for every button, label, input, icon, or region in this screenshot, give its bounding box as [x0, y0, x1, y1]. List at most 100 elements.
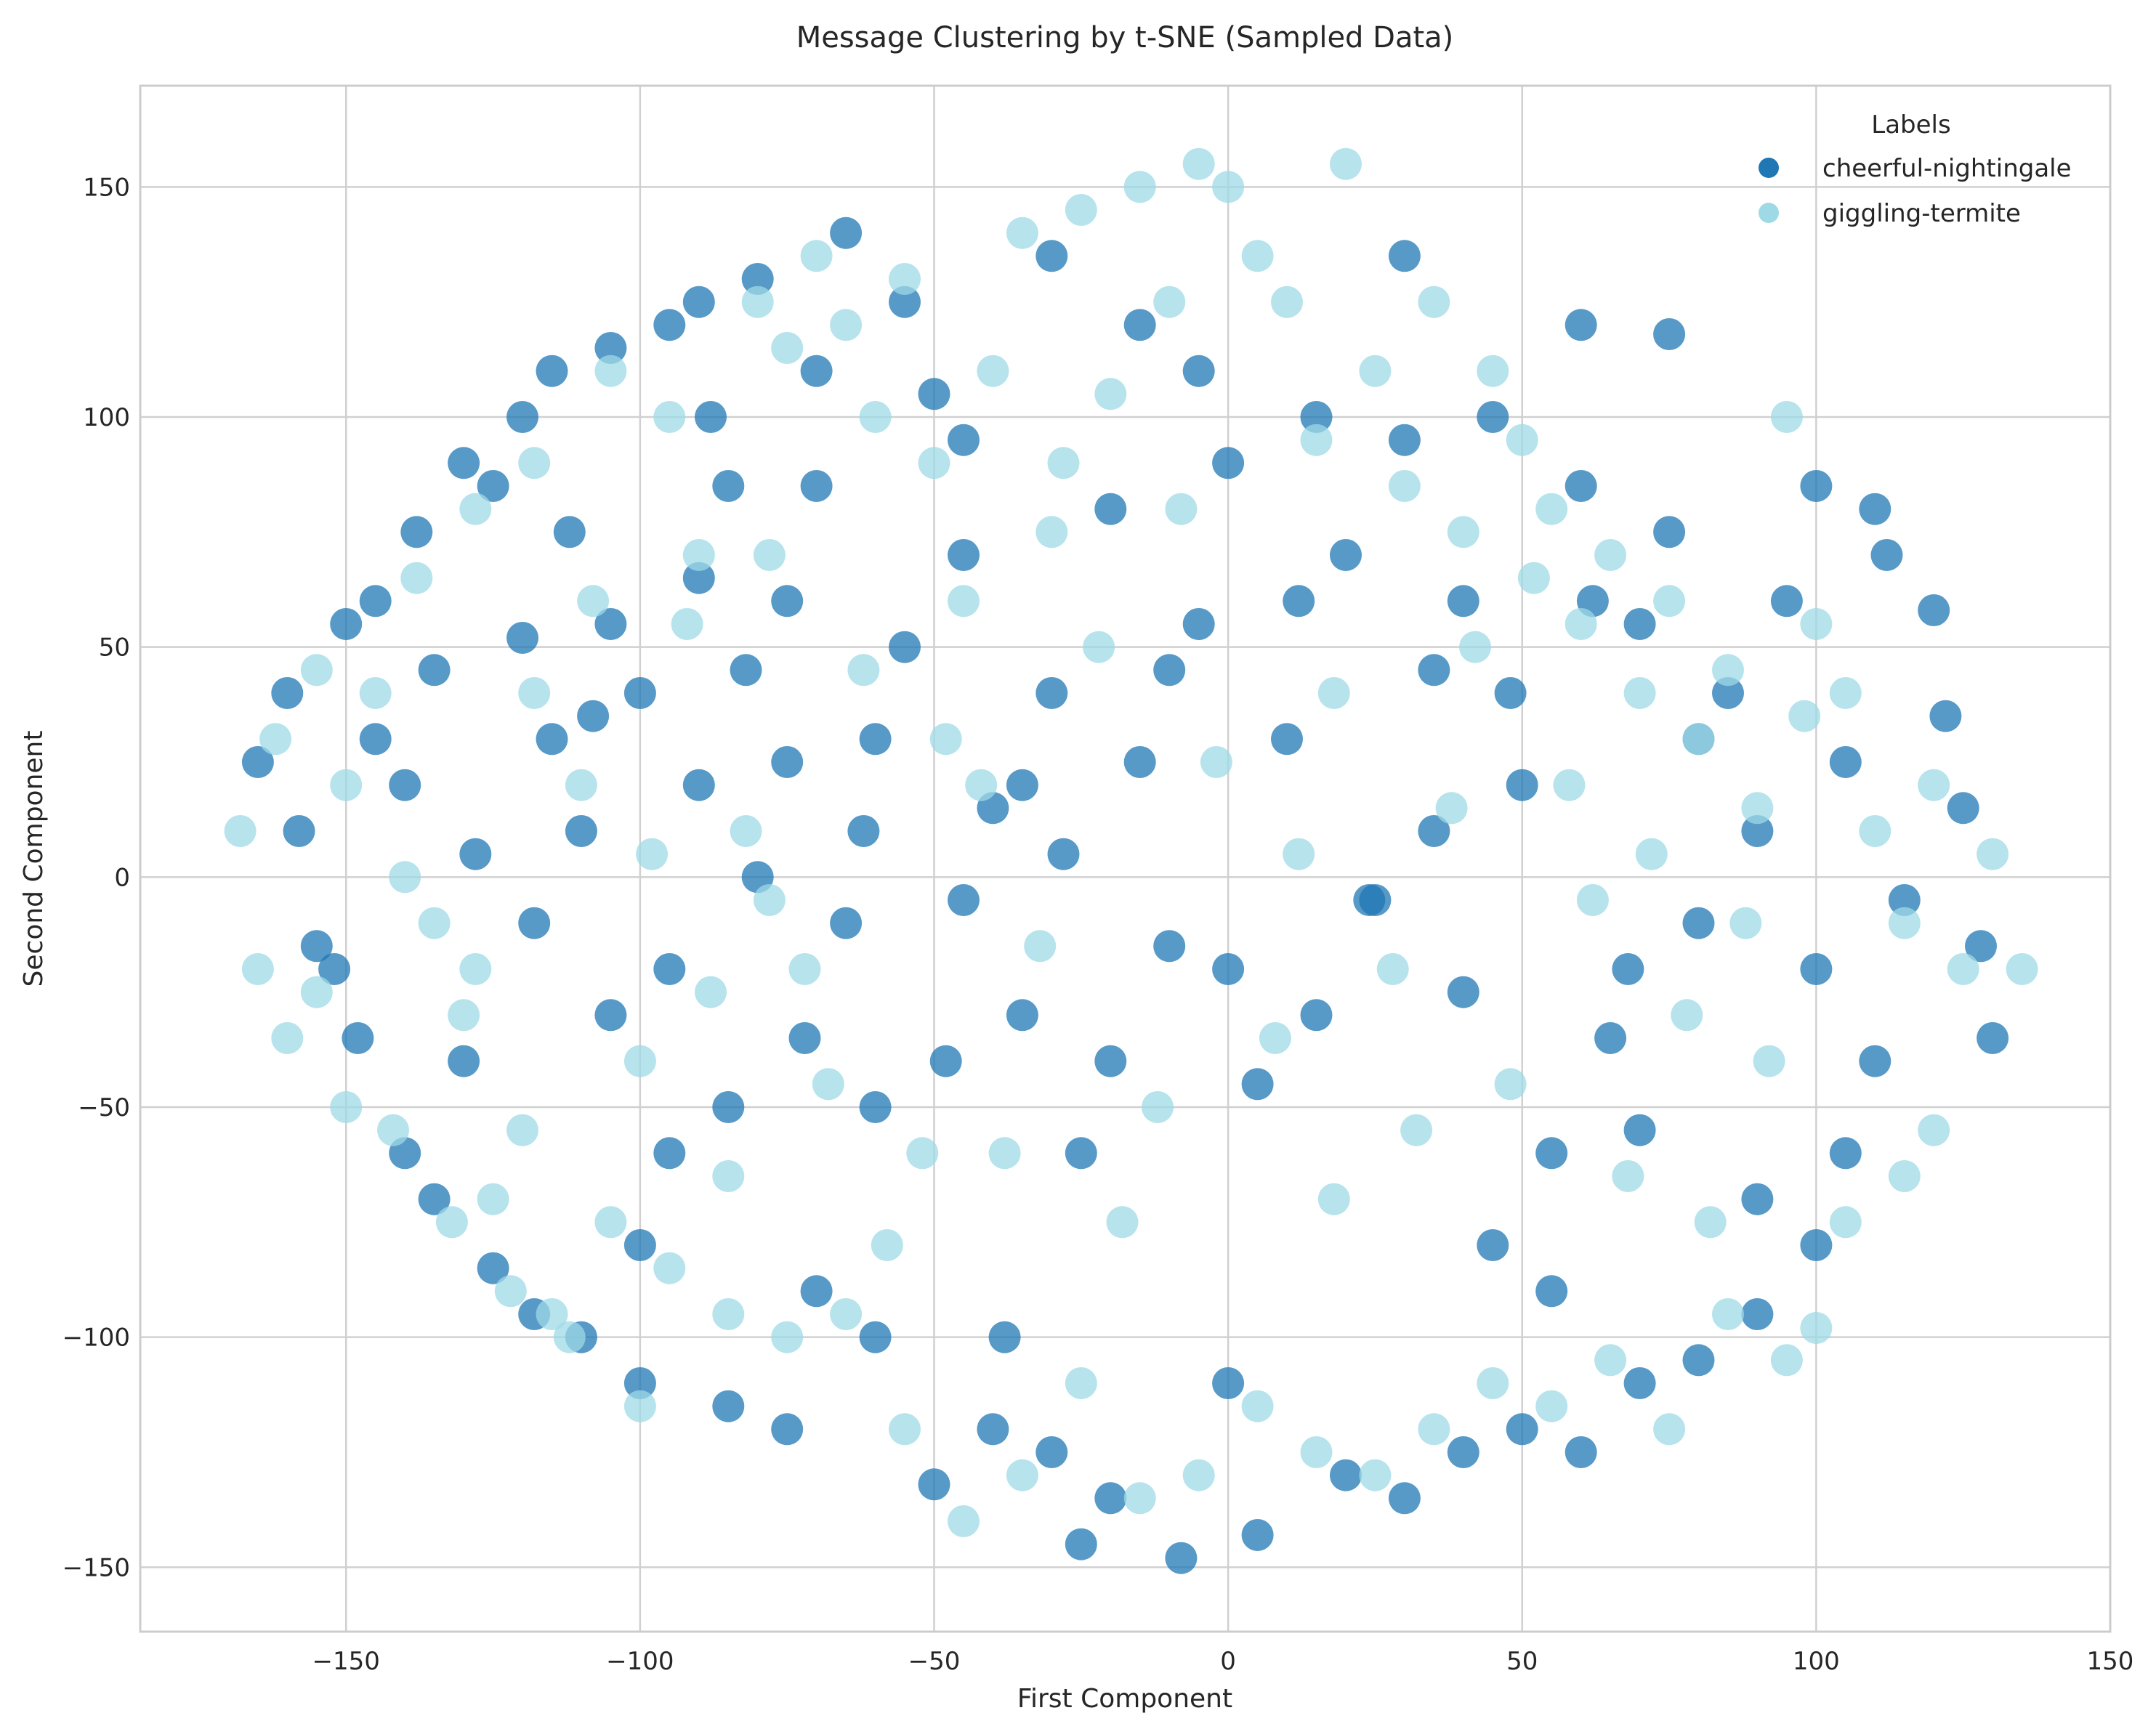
data-point-cheerful-nightingale: [1965, 930, 1997, 963]
data-point-giggling-termite: [948, 1505, 980, 1537]
data-point-cheerful-nightingale: [1330, 539, 1362, 571]
data-point-cheerful-nightingale: [1271, 723, 1303, 756]
data-point-cheerful-nightingale: [977, 1413, 1009, 1446]
data-point-cheerful-nightingale: [682, 769, 715, 801]
data-point-giggling-termite: [1576, 884, 1609, 916]
x-tick-label: 100: [1793, 1647, 1840, 1676]
y-tick-label: −50: [78, 1093, 130, 1122]
data-point-cheerful-nightingale: [1653, 318, 1686, 350]
data-point-giggling-termite: [594, 1206, 627, 1239]
data-point-giggling-termite: [1712, 654, 1744, 687]
data-point-cheerful-nightingale: [1623, 1367, 1656, 1399]
data-point-cheerful-nightingale: [623, 677, 656, 709]
x-tick-label: −100: [606, 1647, 674, 1676]
legend-marker-cheerful-nightingale: [1759, 158, 1779, 178]
data-point-cheerful-nightingale: [283, 815, 315, 847]
data-point-giggling-termite: [929, 723, 962, 756]
data-point-cheerful-nightingale: [1564, 309, 1597, 341]
data-point-giggling-termite: [330, 1091, 363, 1123]
data-point-cheerful-nightingale: [1353, 884, 1386, 916]
data-point-giggling-termite: [1829, 677, 1862, 709]
chart-title: Message Clustering by t-SNE (Sampled Dat…: [796, 21, 1454, 54]
data-point-cheerful-nightingale: [1918, 594, 1950, 626]
data-point-cheerful-nightingale: [477, 1252, 509, 1284]
data-point-giggling-termite: [1153, 286, 1186, 318]
y-axis-label: Second Component: [19, 731, 49, 987]
data-point-cheerful-nightingale: [1418, 654, 1450, 687]
data-point-cheerful-nightingale: [741, 263, 774, 295]
data-point-cheerful-nightingale: [1506, 1413, 1538, 1446]
data-point-giggling-termite: [1317, 1183, 1350, 1215]
data-point-cheerful-nightingale: [712, 1390, 745, 1422]
data-point-giggling-termite: [859, 401, 892, 433]
data-point-giggling-termite: [771, 332, 804, 364]
data-point-cheerful-nightingale: [459, 838, 492, 870]
data-point-cheerful-nightingale: [682, 562, 715, 594]
data-point-cheerful-nightingale: [1300, 999, 1333, 1032]
data-point-giggling-termite: [918, 447, 950, 479]
data-point-giggling-termite: [1094, 378, 1127, 410]
data-point-giggling-termite: [330, 769, 363, 801]
data-point-giggling-termite: [1918, 1114, 1950, 1146]
data-point-giggling-termite: [1553, 769, 1586, 801]
data-point-giggling-termite: [259, 723, 292, 756]
data-point-giggling-termite: [1477, 355, 1509, 387]
data-point-giggling-termite: [506, 1114, 538, 1146]
data-point-cheerful-nightingale: [889, 631, 921, 663]
data-point-giggling-termite: [477, 1183, 509, 1215]
data-point-giggling-termite: [653, 1252, 686, 1284]
data-point-giggling-termite: [830, 1298, 863, 1330]
data-point-cheerful-nightingale: [988, 1321, 1021, 1353]
y-tick-label: −150: [62, 1553, 130, 1582]
data-point-cheerful-nightingale: [1094, 493, 1127, 525]
data-point-cheerful-nightingale: [1859, 493, 1891, 525]
plot-frame: [139, 84, 2112, 1633]
data-point-giggling-termite: [1065, 1367, 1097, 1399]
data-point-giggling-termite: [695, 976, 727, 1008]
data-point-cheerful-nightingale: [1153, 654, 1186, 687]
data-point-cheerful-nightingale: [918, 378, 950, 410]
data-point-giggling-termite: [1376, 953, 1409, 985]
data-point-giggling-termite: [1300, 424, 1333, 456]
data-point-cheerful-nightingale: [1047, 838, 1080, 870]
data-point-giggling-termite: [1535, 493, 1568, 525]
data-point-cheerful-nightingale: [594, 332, 627, 364]
data-point-cheerful-nightingale: [1447, 1436, 1479, 1468]
data-point-cheerful-nightingale: [1535, 1137, 1568, 1170]
data-point-giggling-termite: [1400, 1114, 1433, 1146]
data-point-giggling-termite: [377, 1114, 409, 1146]
data-point-cheerful-nightingale: [800, 355, 833, 387]
data-point-cheerful-nightingale: [1182, 608, 1215, 640]
data-point-cheerful-nightingale: [1506, 769, 1538, 801]
data-point-giggling-termite: [730, 815, 762, 847]
data-point-cheerful-nightingale: [712, 470, 745, 502]
data-point-giggling-termite: [871, 1229, 903, 1261]
data-point-cheerful-nightingale: [594, 608, 627, 640]
data-point-cheerful-nightingale: [948, 424, 980, 456]
data-point-cheerful-nightingale: [330, 608, 363, 640]
data-point-cheerful-nightingale: [1623, 1114, 1656, 1146]
data-point-giggling-termite: [1788, 700, 1821, 732]
data-point-giggling-termite: [1435, 792, 1468, 825]
data-point-cheerful-nightingale: [1535, 1275, 1568, 1308]
data-point-cheerful-nightingale: [929, 1045, 962, 1077]
data-point-giggling-termite: [594, 355, 627, 387]
data-point-giggling-termite: [1447, 516, 1479, 548]
data-point-cheerful-nightingale: [1829, 1137, 1862, 1170]
data-point-cheerful-nightingale: [506, 401, 538, 433]
data-point-giggling-termite: [1517, 562, 1550, 594]
data-point-cheerful-nightingale: [1564, 1436, 1597, 1468]
data-point-cheerful-nightingale: [565, 815, 597, 847]
data-point-cheerful-nightingale: [1859, 1045, 1891, 1077]
data-point-cheerful-nightingale: [948, 539, 980, 571]
data-point-giggling-termite: [1065, 194, 1097, 226]
data-point-cheerful-nightingale: [623, 1367, 656, 1399]
data-point-cheerful-nightingale: [1947, 792, 1979, 825]
data-point-giggling-termite: [812, 1068, 844, 1101]
data-point-cheerful-nightingale: [536, 723, 568, 756]
data-point-giggling-termite: [977, 355, 1009, 387]
data-point-giggling-termite: [1612, 1160, 1644, 1192]
data-point-giggling-termite: [518, 677, 551, 709]
data-point-giggling-termite: [418, 907, 451, 939]
